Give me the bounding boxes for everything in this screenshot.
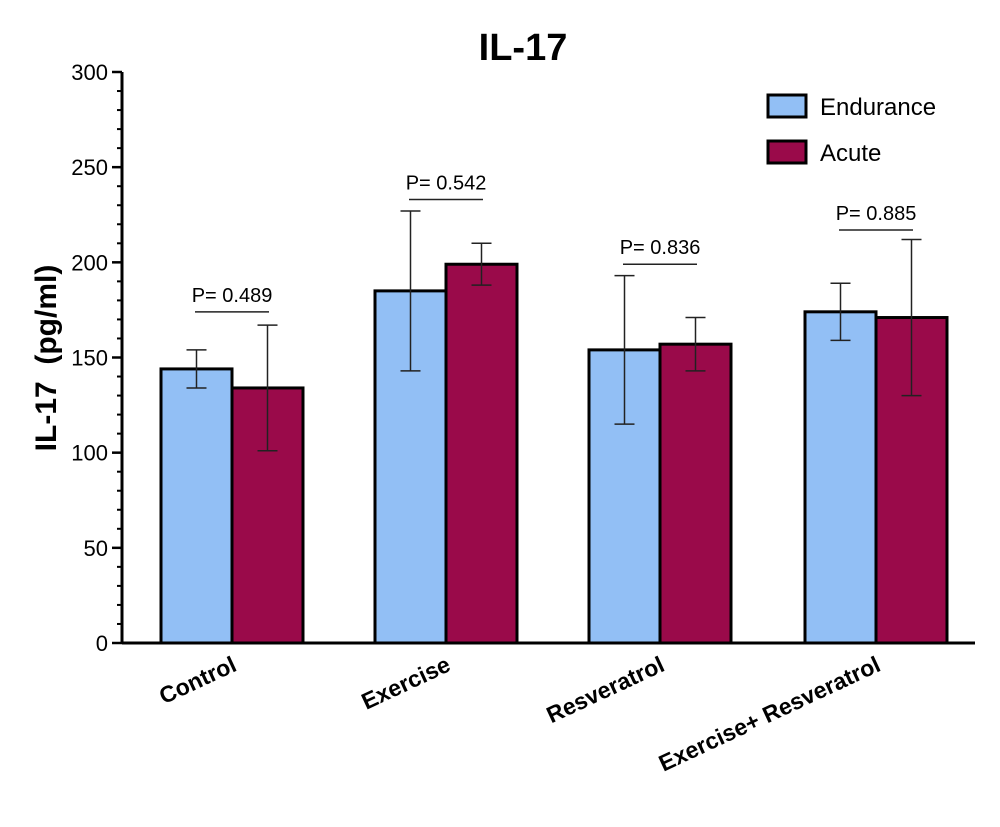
legend-swatch-acute xyxy=(766,139,808,165)
p-value-label: P= 0.885 xyxy=(836,203,917,225)
y-tick-label: 0 xyxy=(96,631,108,656)
y-tick-label: 200 xyxy=(71,250,108,275)
legend-label-endurance: Endurance xyxy=(820,94,936,121)
y-tick-label: 300 xyxy=(71,60,108,85)
legend-label-acute: Acute xyxy=(820,140,881,167)
y-tick-label: 250 xyxy=(71,155,108,180)
error-bars-group xyxy=(186,210,922,452)
bar-endurance xyxy=(159,367,234,645)
p-value-label: P= 0.489 xyxy=(192,285,273,307)
p-value-label: P= 0.836 xyxy=(620,237,701,259)
bars-group xyxy=(159,262,949,645)
bar-endurance xyxy=(803,310,878,645)
x-category-label: Resveratrol xyxy=(542,651,668,728)
p-value-annotations: P= 0.489 P= 0.542 P= 0.836 P= 0.885 xyxy=(192,173,917,313)
legend: Endurance Acute xyxy=(766,93,936,167)
y-tick-label: 50 xyxy=(84,536,108,561)
p-value-label: P= 0.542 xyxy=(406,173,487,195)
chart-title: IL-17 xyxy=(479,27,568,69)
bar-acute xyxy=(444,262,519,645)
bar-acute xyxy=(658,342,733,645)
x-category-label: Exercise xyxy=(357,651,454,715)
x-category-label: Exercise+ Resveratrol xyxy=(655,651,884,776)
y-tick-label: 150 xyxy=(71,346,108,371)
y-axis-label: IL-17 (pg/ml) xyxy=(30,265,63,452)
x-category-label: Control xyxy=(155,651,240,709)
legend-swatch-endurance xyxy=(766,93,808,119)
y-tick-label: 100 xyxy=(71,441,108,466)
